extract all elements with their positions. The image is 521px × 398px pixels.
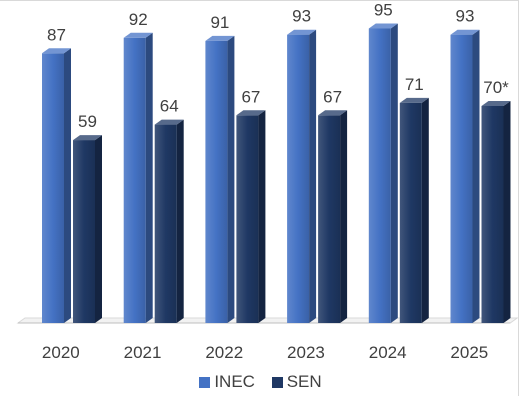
bar-inec-2022 — [205, 35, 235, 324]
data-label-sen-2023: 67 — [323, 87, 342, 106]
data-label-sen-2025: 70* — [483, 78, 509, 97]
bar-front-sen-2022 — [236, 115, 259, 323]
bar-top-inec-2023 — [287, 29, 317, 35]
bar-front-inec-2024 — [368, 28, 391, 323]
bar-side-sen-2024 — [421, 97, 429, 324]
bar-front-inec-2021 — [123, 37, 146, 324]
legend-item-sen: SEN — [271, 372, 322, 392]
bar-front-sen-2020 — [73, 140, 95, 323]
bar-top-sen-2025 — [481, 101, 511, 106]
x-tick-2022: 2022 — [205, 343, 243, 362]
data-label-inec-2022: 91 — [210, 13, 229, 32]
legend-label-sen: SEN — [286, 372, 322, 391]
bar-front-sen-2021 — [154, 124, 177, 323]
bar-top-sen-2024 — [399, 97, 429, 103]
bar-front-sen-2025 — [481, 106, 504, 323]
bar-inec-2024 — [368, 23, 398, 323]
bar-side-inec-2024 — [390, 23, 398, 323]
bar-top-inec-2024 — [368, 23, 398, 29]
bar-sen-2020 — [73, 135, 102, 323]
legend: INEC SEN — [0, 372, 521, 393]
x-tick-2020: 2020 — [42, 343, 80, 362]
data-labels: 87 59 92 64 91 67 93 67 95 71 93 70* — [47, 1, 509, 132]
legend-item-inec: INEC — [199, 372, 255, 392]
legend-swatch-sen — [271, 376, 283, 388]
bars — [42, 23, 511, 324]
data-label-sen-2020: 59 — [78, 112, 97, 131]
bar-side-inec-2020 — [64, 48, 71, 324]
bar-inec-2020 — [42, 48, 71, 324]
data-label-sen-2021: 64 — [160, 97, 179, 116]
x-tick-2025: 2025 — [450, 343, 488, 362]
bar-top-sen-2023 — [318, 110, 348, 116]
data-label-inec-2023: 93 — [292, 7, 311, 26]
bar-top-inec-2022 — [205, 35, 235, 41]
bar-inec-2025 — [450, 29, 480, 323]
bar-top-inec-2021 — [123, 32, 153, 38]
bar-side-inec-2023 — [309, 29, 317, 323]
bar-front-inec-2023 — [287, 34, 310, 323]
bar-side-inec-2021 — [145, 32, 153, 324]
x-tick-2021: 2021 — [124, 343, 162, 362]
bar-side-sen-2022 — [258, 110, 266, 323]
bar-front-inec-2020 — [42, 53, 64, 324]
bar-top-inec-2025 — [450, 29, 480, 35]
x-tick-2023: 2023 — [287, 343, 325, 362]
bar-side-inec-2022 — [227, 35, 235, 324]
legend-swatch-inec — [199, 376, 211, 388]
data-label-sen-2022: 67 — [241, 87, 260, 106]
bar-sen-2024 — [399, 97, 429, 324]
bar-top-inec-2020 — [42, 48, 71, 54]
bar-sen-2025 — [481, 101, 511, 323]
bar-inec-2023 — [287, 29, 317, 323]
bar-side-inec-2025 — [472, 29, 480, 323]
x-axis-ticks: 2020 2021 2022 2023 2024 2025 — [42, 343, 488, 362]
bar-front-sen-2024 — [399, 102, 422, 324]
bar-inec-2021 — [123, 32, 153, 324]
bar-side-sen-2025 — [503, 101, 511, 323]
x-tick-2024: 2024 — [369, 343, 407, 362]
data-label-inec-2021: 92 — [129, 10, 148, 29]
legend-label-inec: INEC — [214, 372, 255, 391]
data-label-inec-2024: 95 — [374, 1, 393, 20]
bar-sen-2023 — [318, 110, 348, 323]
bar-front-sen-2023 — [318, 115, 341, 323]
bar-sen-2021 — [154, 119, 184, 323]
bar-side-sen-2020 — [95, 135, 102, 323]
data-label-sen-2024: 71 — [405, 75, 424, 94]
data-label-inec-2025: 93 — [456, 7, 475, 26]
bar-top-sen-2021 — [154, 119, 184, 125]
bar-sen-2022 — [236, 110, 266, 323]
bar-side-sen-2021 — [176, 119, 184, 323]
bar-top-sen-2022 — [236, 110, 266, 116]
bar-side-sen-2023 — [340, 110, 348, 323]
bar-front-inec-2025 — [450, 34, 473, 323]
bar-top-sen-2020 — [73, 135, 102, 141]
bar-front-inec-2022 — [205, 40, 228, 324]
data-label-inec-2020: 87 — [47, 25, 66, 44]
